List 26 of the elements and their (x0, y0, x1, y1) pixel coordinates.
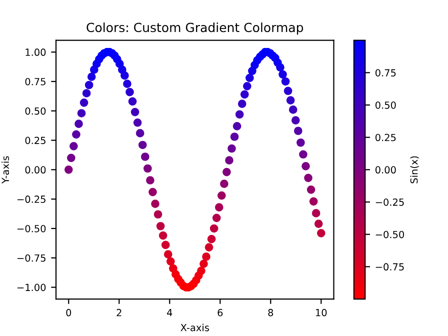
chart-title: Colors: Custom Gradient Colormap (86, 22, 304, 35)
y-tick-label: 1.00 (26, 48, 46, 56)
y-axis-title: Y-axis (2, 156, 10, 184)
x-tick-label: 6 (218, 308, 223, 316)
y-tick-label: 0.25 (25, 136, 46, 144)
x-tick-label: 2 (116, 308, 122, 316)
y-tick-label: −0.75 (18, 254, 46, 262)
y-tick-label: 0.50 (25, 107, 46, 115)
x-tick-label: 0 (66, 308, 72, 316)
x-tick-label: 4 (167, 309, 172, 316)
x-tick-label: 10 (316, 308, 327, 316)
color-bar-label: −0.25 (376, 198, 404, 206)
x-tick-label: 8 (268, 308, 274, 316)
color-bar-label: 0.25 (375, 134, 396, 142)
y-tick-label: 0.75 (25, 78, 46, 86)
color-bar-label: 0.75 (375, 69, 396, 76)
y-tick-label: −1.00 (18, 284, 46, 292)
x-axis-title: X-axis (180, 324, 209, 332)
color-bar-label: −0.50 (376, 230, 404, 238)
color-bar-label: −0.75 (376, 263, 404, 271)
color-bar-label: 0.00 (375, 166, 396, 174)
color-bar-label: 0.50 (375, 101, 396, 109)
y-tick-label: −0.25 (18, 196, 46, 203)
color-bar-title: Sin(x) (410, 156, 419, 184)
y-tick-label: 0.00 (25, 166, 46, 174)
y-tick-label: −0.50 (18, 224, 46, 232)
